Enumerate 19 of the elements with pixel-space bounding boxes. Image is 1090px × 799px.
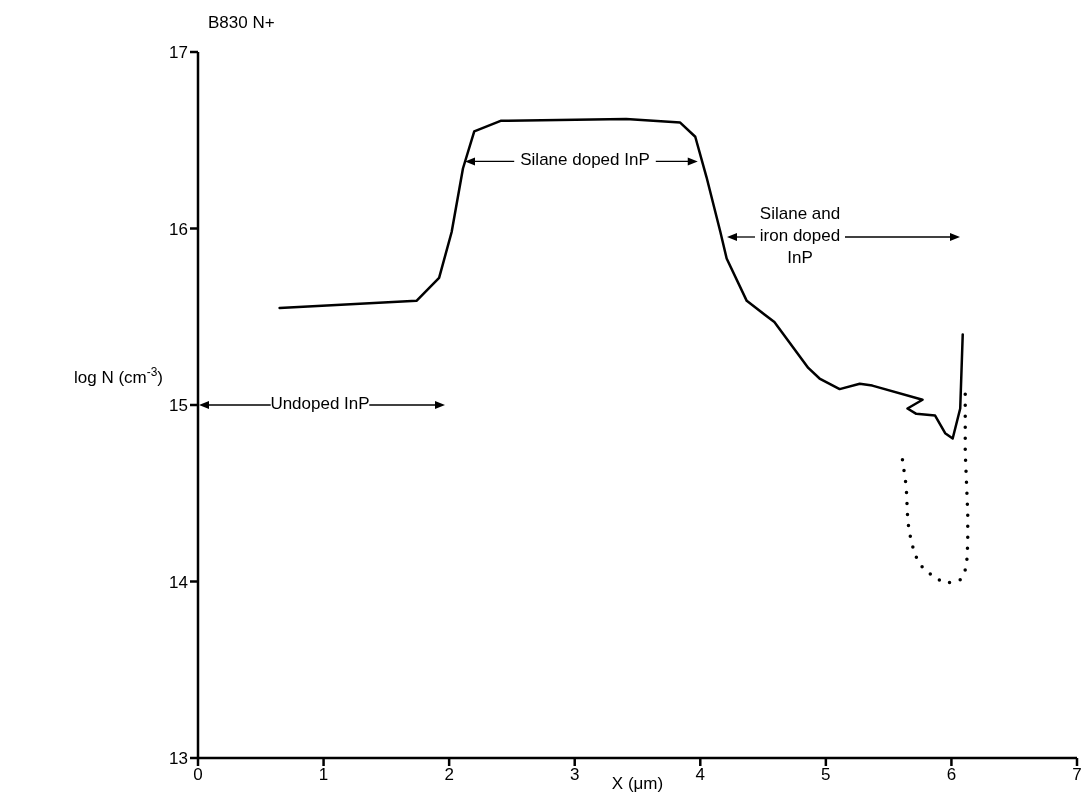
- y-axis-title: log N (cm$^{-3}$): [74, 365, 163, 387]
- annotation: Silane doped InP: [520, 150, 650, 170]
- x-tick-label: 1: [318, 765, 329, 785]
- y-tick-label: 15: [169, 396, 188, 416]
- x-tick-label: 3: [569, 765, 580, 785]
- x-axis-title: X (μm): [611, 774, 664, 793]
- y-tick-label: 13: [169, 749, 188, 769]
- x-tick-label: 2: [444, 765, 454, 785]
- x-tick-label: 0: [193, 765, 203, 785]
- x-tick-label: 4: [695, 765, 706, 785]
- x-tick-label: 5: [821, 765, 831, 785]
- x-tick-label: 6: [946, 765, 957, 785]
- y-tick-label: 14: [169, 572, 188, 592]
- y-tick-label: 16: [169, 219, 188, 239]
- y-tick-label: 17: [169, 43, 188, 63]
- annotation: Undoped InP: [270, 394, 370, 414]
- annotation: Silane and iron doped InP: [759, 204, 841, 268]
- x-tick-label: 7: [1072, 765, 1082, 785]
- chart-title: B830 N+: [208, 13, 275, 32]
